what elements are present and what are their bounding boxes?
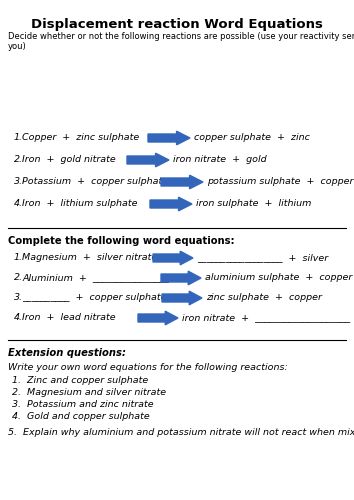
FancyArrow shape: [148, 131, 190, 145]
FancyArrow shape: [150, 197, 192, 211]
Text: __________________  +  silver: __________________ + silver: [197, 254, 328, 262]
Text: 4.: 4.: [14, 200, 23, 208]
Text: Iron  +  lead nitrate: Iron + lead nitrate: [22, 314, 116, 322]
FancyArrow shape: [138, 311, 178, 325]
Text: 2.: 2.: [14, 156, 23, 164]
FancyArrow shape: [161, 271, 201, 285]
Text: 2.  Magnesium and silver nitrate: 2. Magnesium and silver nitrate: [12, 388, 166, 397]
Text: aluminium sulphate  +  copper: aluminium sulphate + copper: [205, 274, 352, 282]
FancyArrow shape: [127, 153, 169, 167]
FancyArrow shape: [162, 291, 202, 305]
Text: iron nitrate  +  gold: iron nitrate + gold: [173, 156, 267, 164]
Text: iron nitrate  +  ____________________: iron nitrate + ____________________: [182, 314, 350, 322]
Text: iron sulphate  +  lithium: iron sulphate + lithium: [196, 200, 312, 208]
Text: __________  +  copper sulphate: __________ + copper sulphate: [22, 294, 166, 302]
Text: Write your own word equations for the following reactions:: Write your own word equations for the fo…: [8, 363, 288, 372]
Text: Iron  +  gold nitrate: Iron + gold nitrate: [22, 156, 116, 164]
Text: 1.  Zinc and copper sulphate: 1. Zinc and copper sulphate: [12, 376, 148, 385]
Text: 3.: 3.: [14, 294, 23, 302]
FancyArrow shape: [161, 175, 203, 189]
Text: zinc sulphate  +  copper: zinc sulphate + copper: [206, 294, 322, 302]
Text: Decide whether or not the following reactions are possible (use your reactivity : Decide whether or not the following reac…: [8, 32, 354, 41]
Text: Displacement reaction Word Equations: Displacement reaction Word Equations: [31, 18, 323, 31]
Text: 1.: 1.: [14, 254, 23, 262]
Text: Magnesium  +  silver nitrate: Magnesium + silver nitrate: [22, 254, 157, 262]
Text: you): you): [8, 42, 27, 51]
Text: 4.: 4.: [14, 314, 23, 322]
Text: 4.  Gold and copper sulphate: 4. Gold and copper sulphate: [12, 412, 150, 421]
Text: 1.: 1.: [14, 134, 23, 142]
Text: 5.  Explain why aluminium and potassium nitrate will not react when mixed togeth: 5. Explain why aluminium and potassium n…: [8, 428, 354, 437]
Text: Extension questions:: Extension questions:: [8, 348, 126, 358]
Text: copper sulphate  +  zinc: copper sulphate + zinc: [194, 134, 310, 142]
Text: 3.: 3.: [14, 178, 23, 186]
Text: Aluminium  +  ________________: Aluminium + ________________: [22, 274, 169, 282]
Text: Potassium  +  copper sulphate: Potassium + copper sulphate: [22, 178, 168, 186]
Text: 2.: 2.: [14, 274, 23, 282]
Text: Copper  +  zinc sulphate: Copper + zinc sulphate: [22, 134, 139, 142]
FancyArrow shape: [153, 251, 193, 265]
Text: 3.  Potassium and zinc nitrate: 3. Potassium and zinc nitrate: [12, 400, 154, 409]
Text: Iron  +  lithium sulphate: Iron + lithium sulphate: [22, 200, 137, 208]
Text: Complete the following word equations:: Complete the following word equations:: [8, 236, 235, 246]
Text: potassium sulphate  +  copper: potassium sulphate + copper: [207, 178, 353, 186]
